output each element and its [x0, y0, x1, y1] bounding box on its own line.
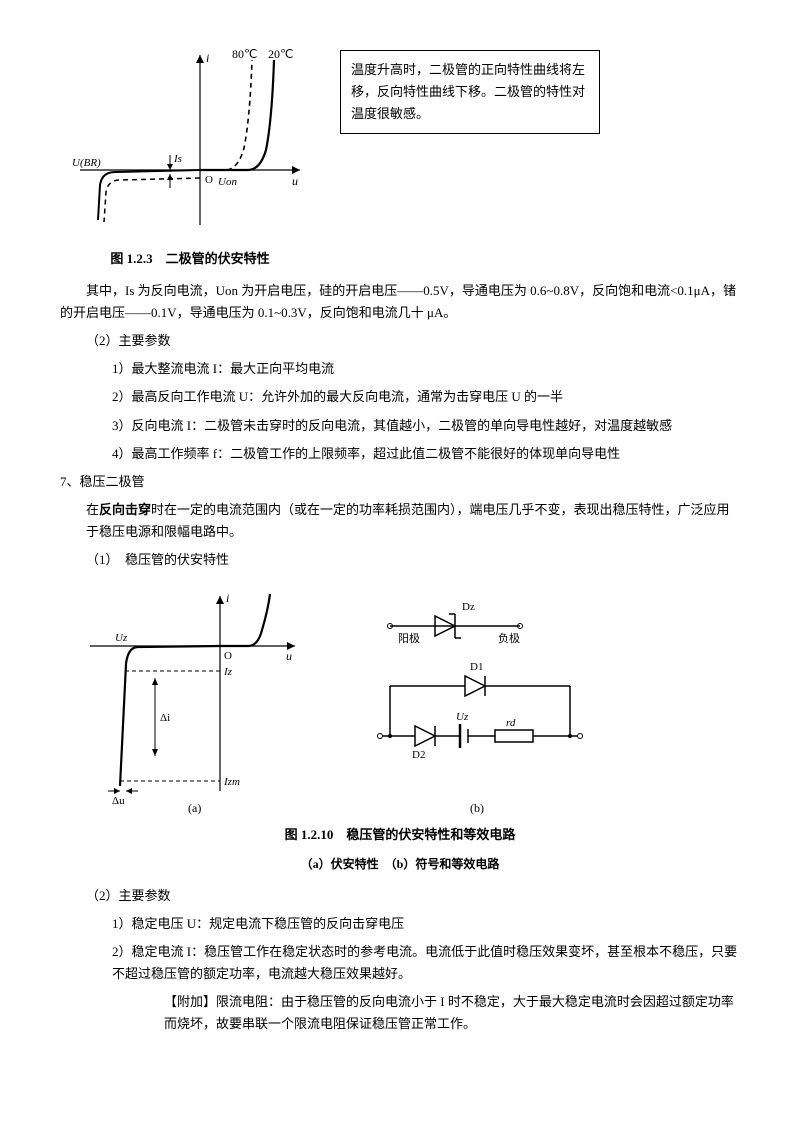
- desc-a: 在: [86, 502, 99, 517]
- section-2-item-4: 4）最高工作频率 f：二极管工作的上限频率，超过此值二极管不能很好的体现单向导电…: [60, 443, 740, 465]
- izm-label: Izm: [223, 776, 240, 788]
- section-2-item-1: 1）最大整流电流 I：最大正向平均电流: [60, 358, 740, 380]
- section-7-desc: 在反向击穿时在一定的电流范围内（或在一定的功率耗损范围内），端电压几乎不变，表现…: [60, 499, 740, 543]
- desc-c: 时在一定的电流范围内（或在一定的功率耗损范围内），端电压几乎不变，表现出稳压特性…: [86, 502, 730, 539]
- d1-label: D1: [470, 661, 483, 673]
- section-2-title: （2）主要参数: [60, 330, 740, 352]
- fig2-ylabel: i: [226, 591, 229, 605]
- uon-label: Uon: [218, 176, 237, 188]
- origin: O: [205, 174, 213, 186]
- diode-iv-curve-svg: i u O Is U(BR) Uon 80℃ 20℃: [60, 40, 320, 240]
- figure-1-2-3: i u O Is U(BR) Uon 80℃ 20℃ 图 1.2.3 二极: [60, 40, 320, 270]
- rd-label: rd: [506, 717, 516, 729]
- section-2b-item-2: 2）稳定电流 I：稳压管工作在稳定状态时的参考电流。电流低于此值时稳压效果变坏，…: [60, 941, 740, 985]
- desc-b: 反向击穿: [99, 502, 151, 517]
- xlabel: u: [292, 174, 298, 188]
- section-2-item-3: 3）反向电流 I：二极管未击穿时的反向电流，其值越小，二极管的单向导电性越好，对…: [60, 415, 740, 437]
- section-7-sub1: （1） 稳压管的伏安特性: [60, 549, 740, 571]
- temp1: 80℃: [232, 47, 257, 61]
- ubr-label: U(BR): [72, 157, 101, 169]
- figure-1-caption: 图 1.2.3 二极管的伏安特性: [60, 248, 320, 270]
- fig2-xlabel: u: [286, 649, 292, 663]
- label-b: (b): [470, 801, 484, 815]
- dz-label: Dz: [462, 601, 475, 613]
- section-2b-note: 【附加】限流电阻：由于稳压管的反向电流小于 I 时不稳定，大于最大稳定电流时会因…: [60, 991, 740, 1035]
- cathode-label: 负极: [498, 631, 520, 645]
- paragraph-1: 其中，Is 为反向电流，Uon 为开启电压，硅的开启电压——0.5V，导通电压为…: [60, 280, 740, 324]
- is-label: Is: [173, 153, 182, 165]
- du-label: Δu: [112, 795, 125, 807]
- ylabel: i: [206, 51, 209, 65]
- uz2-label: Uz: [456, 711, 469, 723]
- label-a: (a): [188, 801, 201, 815]
- section-2b-title: （2）主要参数: [60, 885, 740, 907]
- anode-label: 阳极: [398, 631, 420, 645]
- temperature-note-box: 温度升高时，二极管的正向特性曲线将左移，反向特性曲线下移。二极管的特性对温度很敏…: [340, 50, 600, 134]
- uz-label: Uz: [115, 632, 128, 644]
- d2-label: D2: [412, 749, 425, 761]
- figure-2-caption: 图 1.2.10 稳压管的伏安特性和等效电路: [60, 824, 740, 846]
- figure-1-row: i u O Is U(BR) Uon 80℃ 20℃ 图 1.2.3 二极: [60, 40, 740, 270]
- section-7-title: 7、稳压二极管: [60, 471, 740, 493]
- figure-1-2-10: i u O Iz Izm Δi Δu Uz (a): [60, 586, 740, 874]
- temp2: 20℃: [268, 47, 293, 61]
- figure-2-subcaption: （a）伏安特性 （b）符号和等效电路: [60, 854, 740, 874]
- section-2-item-2: 2）最高反向工作电流 U：允许外加的最大反向电流，通常为击穿电压 U 的一半: [60, 386, 740, 408]
- fig2-origin: O: [224, 650, 232, 662]
- zener-iv-and-circuit-svg: i u O Iz Izm Δi Δu Uz (a): [60, 586, 620, 816]
- iz-label: Iz: [223, 666, 233, 678]
- section-2b-item-1: 1）稳定电压 U：规定电流下稳压管的反向击穿电压: [60, 913, 740, 935]
- di-label: Δi: [160, 712, 170, 724]
